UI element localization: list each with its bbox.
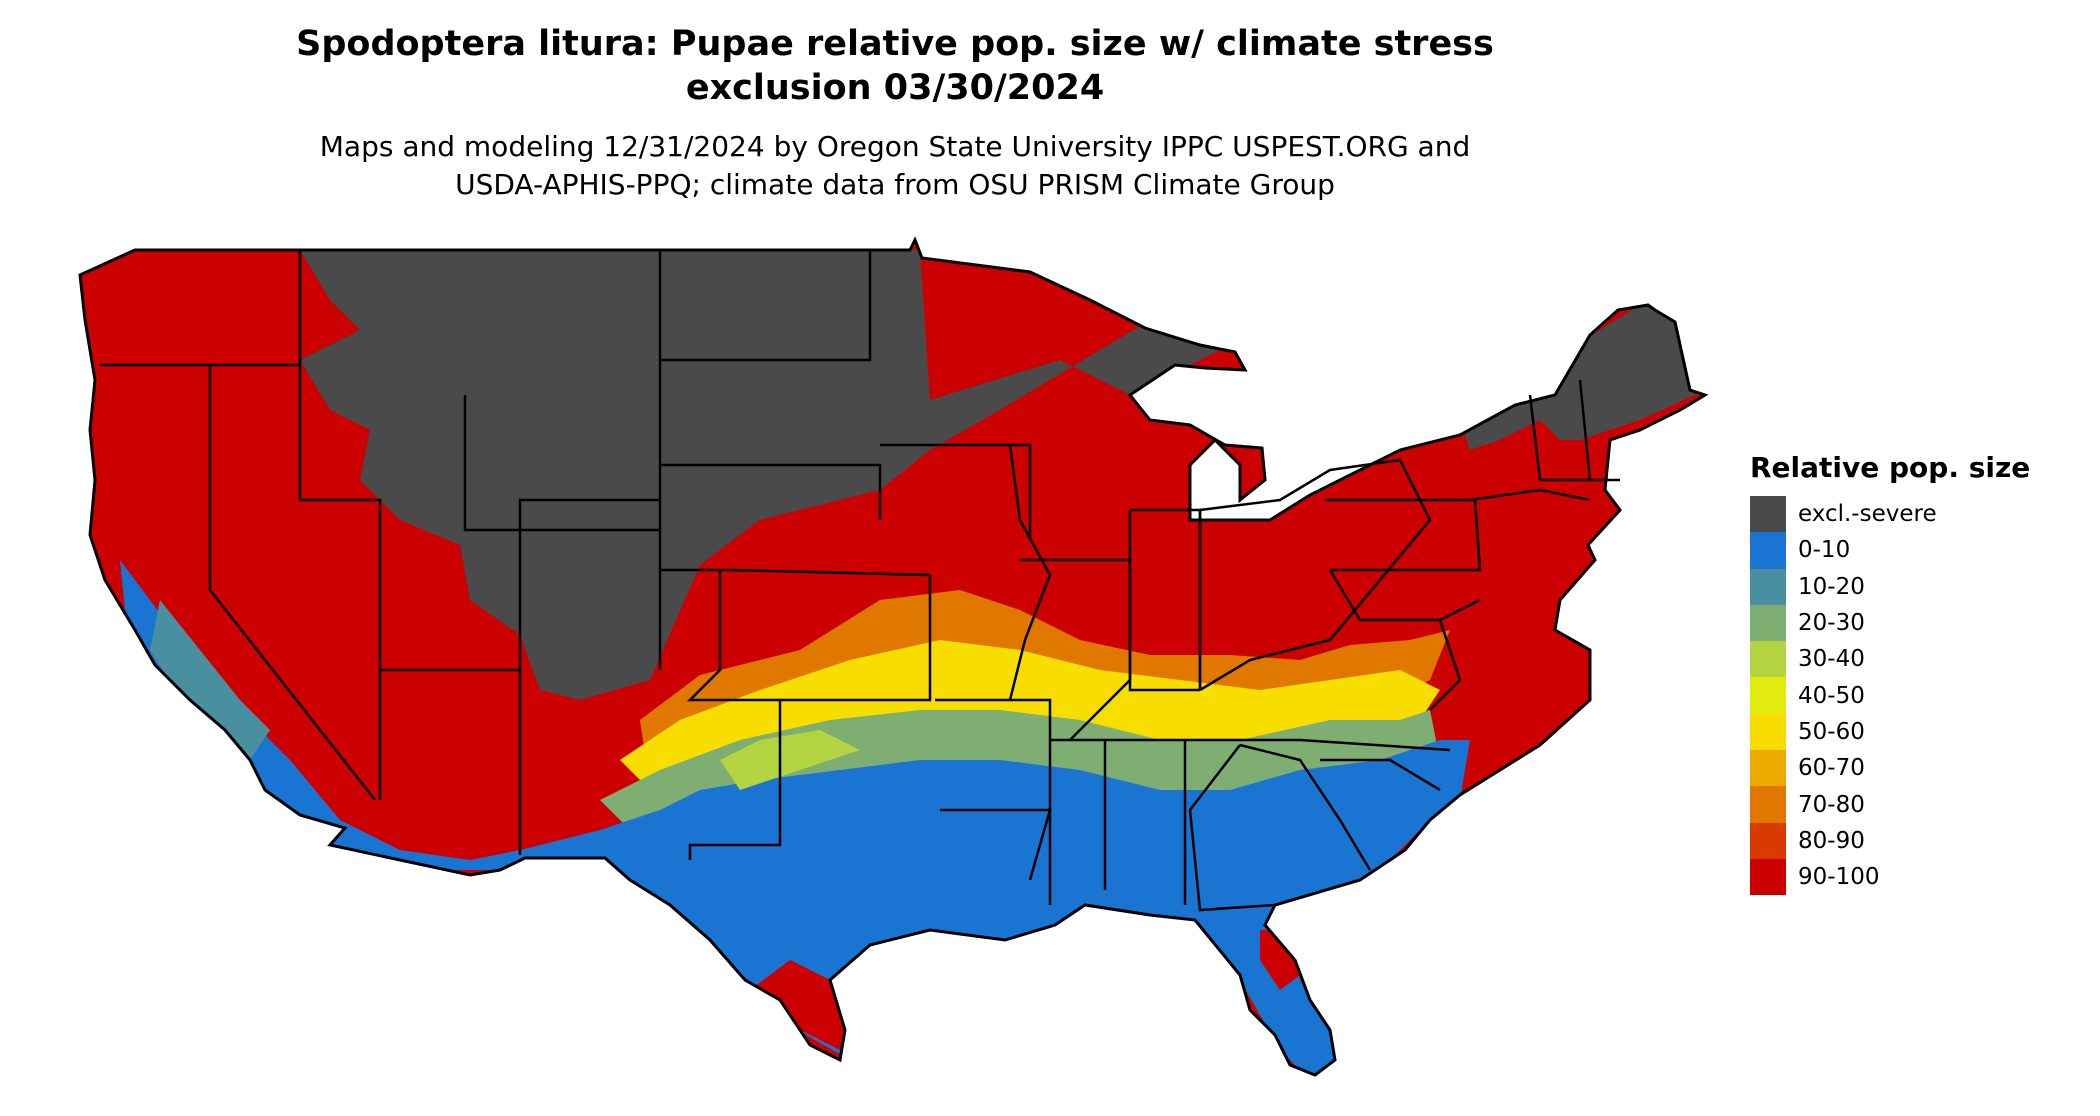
- legend-label: 0-10: [1798, 537, 1851, 564]
- legend-item: 20-30: [1750, 604, 2030, 642]
- map-legend: Relative pop. size excl.-severe 0-10 10-20…: [1750, 450, 2031, 896]
- legend-item: 80-90: [1750, 822, 2030, 859]
- legend-label: 10-20: [1798, 573, 1865, 600]
- legend-item: 0-10: [1750, 532, 2030, 569]
- legend-item: 60-70: [1750, 750, 2030, 787]
- legend-item: 90-100: [1750, 858, 2030, 896]
- map-title: Spodoptera litura: Pupae relative pop. s…: [0, 22, 1790, 110]
- state-boundaries: [100, 250, 1620, 912]
- legend-label: excl.-severe: [1798, 501, 1937, 528]
- legend-swatch: [1750, 858, 1786, 896]
- zone-30-40: [720, 730, 860, 790]
- legend-label: 20-30: [1798, 610, 1865, 637]
- zone-exclusion-north: [300, 250, 1260, 700]
- legend-label: 50-60: [1798, 718, 1865, 745]
- legend-item: 70-80: [1750, 786, 2030, 823]
- legend-item: 30-40: [1750, 641, 2030, 678]
- legend-swatch: [1750, 822, 1786, 859]
- legend-swatch: [1750, 750, 1786, 787]
- legend-items: excl.-severe 0-10 10-20 20-30 30-40 40-50 50-6…: [1750, 496, 2030, 896]
- legend-swatch: [1750, 786, 1786, 823]
- legend-label: 80-90: [1798, 827, 1865, 854]
- legend-label: 60-70: [1798, 755, 1865, 782]
- legend-swatch: [1750, 713, 1786, 751]
- zone-10-20-sierra: [150, 600, 270, 760]
- legend-label: 70-80: [1798, 791, 1865, 818]
- legend-title: Relative pop. size: [1750, 451, 2031, 484]
- zone-south-texas-high: [750, 960, 850, 1050]
- legend-item: 50-60: [1750, 713, 2030, 751]
- risk-zones: [80, 240, 1705, 1075]
- zone-exclusion-northeast: [1460, 305, 1695, 450]
- legend-item: 40-50: [1750, 677, 2030, 714]
- legend-swatch: [1750, 677, 1786, 714]
- legend-label: 30-40: [1798, 646, 1865, 673]
- map-subtitle: Maps and modeling 12/31/2024 by Oregon S…: [0, 128, 1790, 204]
- legend-swatch: [1750, 496, 1786, 533]
- legend-swatch: [1750, 532, 1786, 569]
- zone-0-10: [120, 560, 1470, 1075]
- legend-swatch: [1750, 604, 1786, 642]
- legend-swatch: [1750, 568, 1786, 605]
- title-line-2: exclusion 03/30/2024: [685, 68, 1105, 108]
- legend-label: 40-50: [1798, 682, 1865, 709]
- subtitle-line-1: Maps and modeling 12/31/2024 by Oregon S…: [319, 130, 1471, 163]
- legend-item: excl.-severe: [1750, 496, 2030, 533]
- legend-item: 10-20: [1750, 568, 2030, 605]
- legend-label: 90-100: [1798, 864, 1880, 891]
- title-line-1: Spodoptera litura: Pupae relative pop. s…: [296, 24, 1494, 64]
- subtitle-line-2: USDA-APHIS-PPQ; climate data from OSU PR…: [455, 168, 1335, 201]
- legend-swatch: [1750, 641, 1786, 678]
